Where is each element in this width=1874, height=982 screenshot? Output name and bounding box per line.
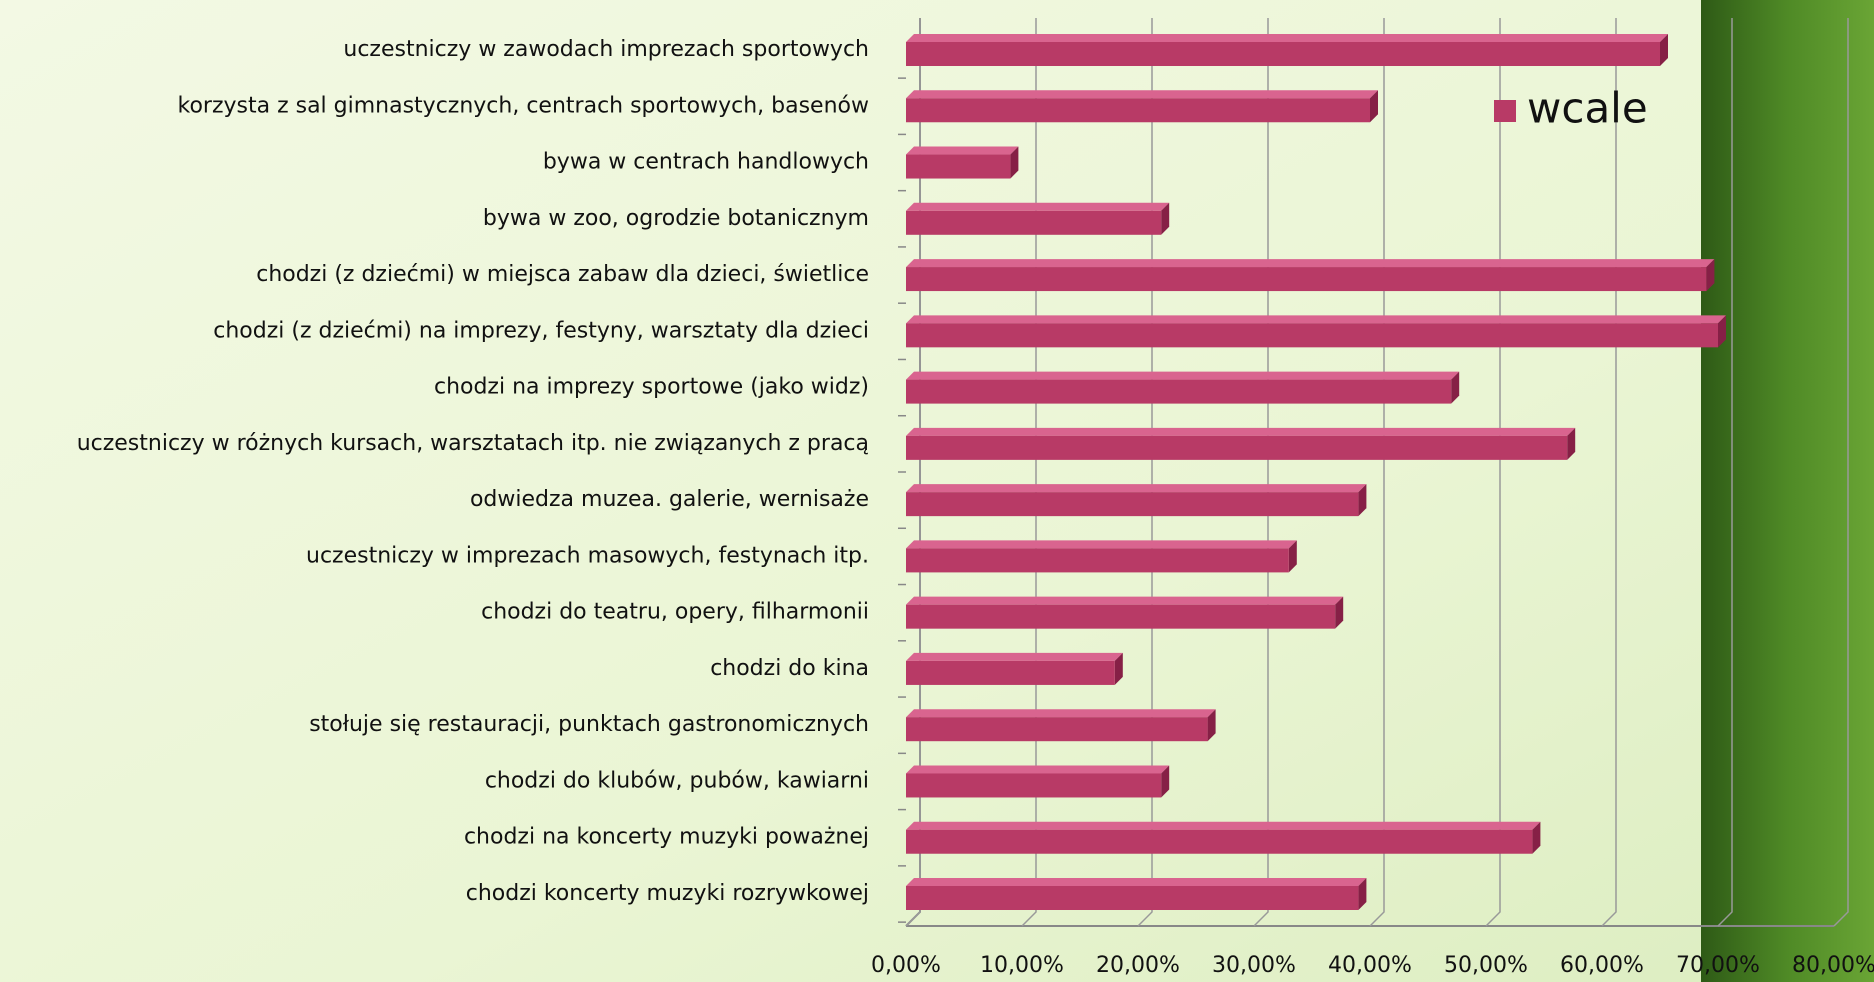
bar-top [906,540,1297,549]
bar [906,886,1359,910]
bar [906,267,1707,292]
bar-end [1161,202,1170,235]
bar-top [906,652,1123,661]
bar-end [1010,146,1019,179]
bar-end [1358,878,1367,910]
bar [906,42,1660,66]
bar [906,154,1011,179]
grid-line [1833,18,1849,927]
bar-end [1718,315,1726,348]
bar-end [1567,427,1576,460]
y-tick-label: bywa w zoo, ogrodzie botanicznym [483,206,869,231]
bar-top [906,90,1378,99]
x-tick-label: 40,00% [1328,953,1412,978]
legend-label: wcale [1527,84,1648,133]
bar-end [1335,596,1344,629]
bar [906,717,1208,742]
bar-top [906,427,1576,436]
bar-top [906,371,1460,380]
bar [906,98,1370,123]
y-tick-label: chodzi (z dziećmi) w miejsca zabaw dla d… [256,262,869,287]
bar-end [1161,765,1170,798]
bar [906,548,1289,573]
x-tick-label: 0,00% [871,953,941,978]
bar [906,323,1718,348]
bar-top [906,709,1216,718]
bar-top [906,259,1715,268]
bar [906,773,1162,798]
bar-top [906,34,1668,42]
y-tick-label: odwiedza muzea. galerie, wernisaże [470,487,869,512]
legend-swatch [1494,100,1516,122]
bar-end [1288,540,1297,573]
bar-end [1207,709,1216,742]
bar [906,435,1568,460]
bar-end [1660,34,1668,66]
bar-top [906,146,1019,155]
x-tick-label: 10,00% [980,953,1064,978]
y-tick-label: uczestniczy w zawodach imprezach sportow… [343,37,869,62]
bar [906,660,1115,685]
grid-line [1717,18,1733,927]
bar [906,492,1359,517]
y-tick-label: uczestniczy w imprezach masowych, festyn… [306,543,869,568]
side-stripe [1701,0,1874,982]
bar-end [1358,484,1367,517]
y-tick-label: stołuje się restauracji, punktach gastro… [309,712,869,737]
bar [906,379,1452,404]
x-tick-label: 20,00% [1096,953,1180,978]
bar [906,604,1336,629]
y-tick-label: korzysta z sal gimnastycznych, centrach … [177,93,869,118]
y-tick-label: chodzi do kina [710,656,869,681]
y-tick-label: chodzi na imprezy sportowe (jako widz) [434,375,869,400]
x-tick-label: 80,00% [1792,953,1874,978]
bar [906,210,1162,235]
bar-end [1706,259,1715,292]
bar-end [1370,90,1378,123]
bar-top [906,484,1367,493]
bar-top [906,315,1726,324]
bar-end [1451,371,1460,404]
y-tick-label: uczestniczy w różnych kursach, warsztata… [77,431,869,456]
bar-top [906,765,1170,774]
x-tick-label: 30,00% [1212,953,1296,978]
y-tick-label: chodzi na koncerty muzyki poważnej [464,825,869,850]
x-tick-label: 70,00% [1676,953,1760,978]
y-tick-label: bywa w centrach handlowych [543,150,869,175]
bar-top [906,596,1344,605]
y-tick-label: chodzi do klubów, pubów, kawiarni [485,768,869,793]
bar-end [1114,652,1123,685]
y-tick-label: chodzi koncerty muzyki rozrywkowej [466,881,869,906]
bar-top [906,821,1541,830]
x-tick-label: 50,00% [1444,953,1528,978]
y-tick-label: chodzi (z dziećmi) na imprezy, festyny, … [213,318,869,343]
y-tick-label: chodzi do teatru, opery, filharmonii [481,600,869,625]
x-tick-label: 60,00% [1560,953,1644,978]
bar-top [906,878,1367,886]
bar-top [906,202,1170,211]
bar [906,829,1533,854]
bar-end [1532,821,1541,854]
